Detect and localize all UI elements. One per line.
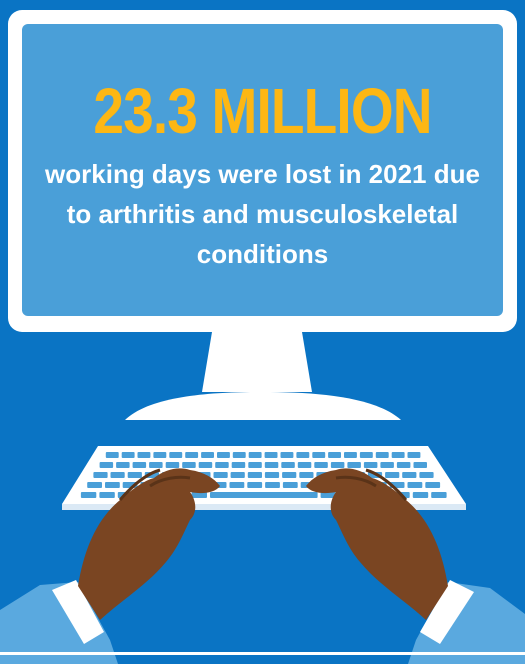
bottom-rule: [0, 652, 525, 655]
right-hand-icon: [306, 468, 525, 664]
left-hand-icon: [0, 468, 220, 664]
screen-content: 23.3 MILLION working days were lost in 2…: [22, 24, 503, 316]
stat-description: working days were lost in 2021 due to ar…: [45, 159, 480, 269]
stat-headline: 23.3 MILLION: [93, 75, 432, 147]
monitor-icon: [8, 10, 517, 420]
